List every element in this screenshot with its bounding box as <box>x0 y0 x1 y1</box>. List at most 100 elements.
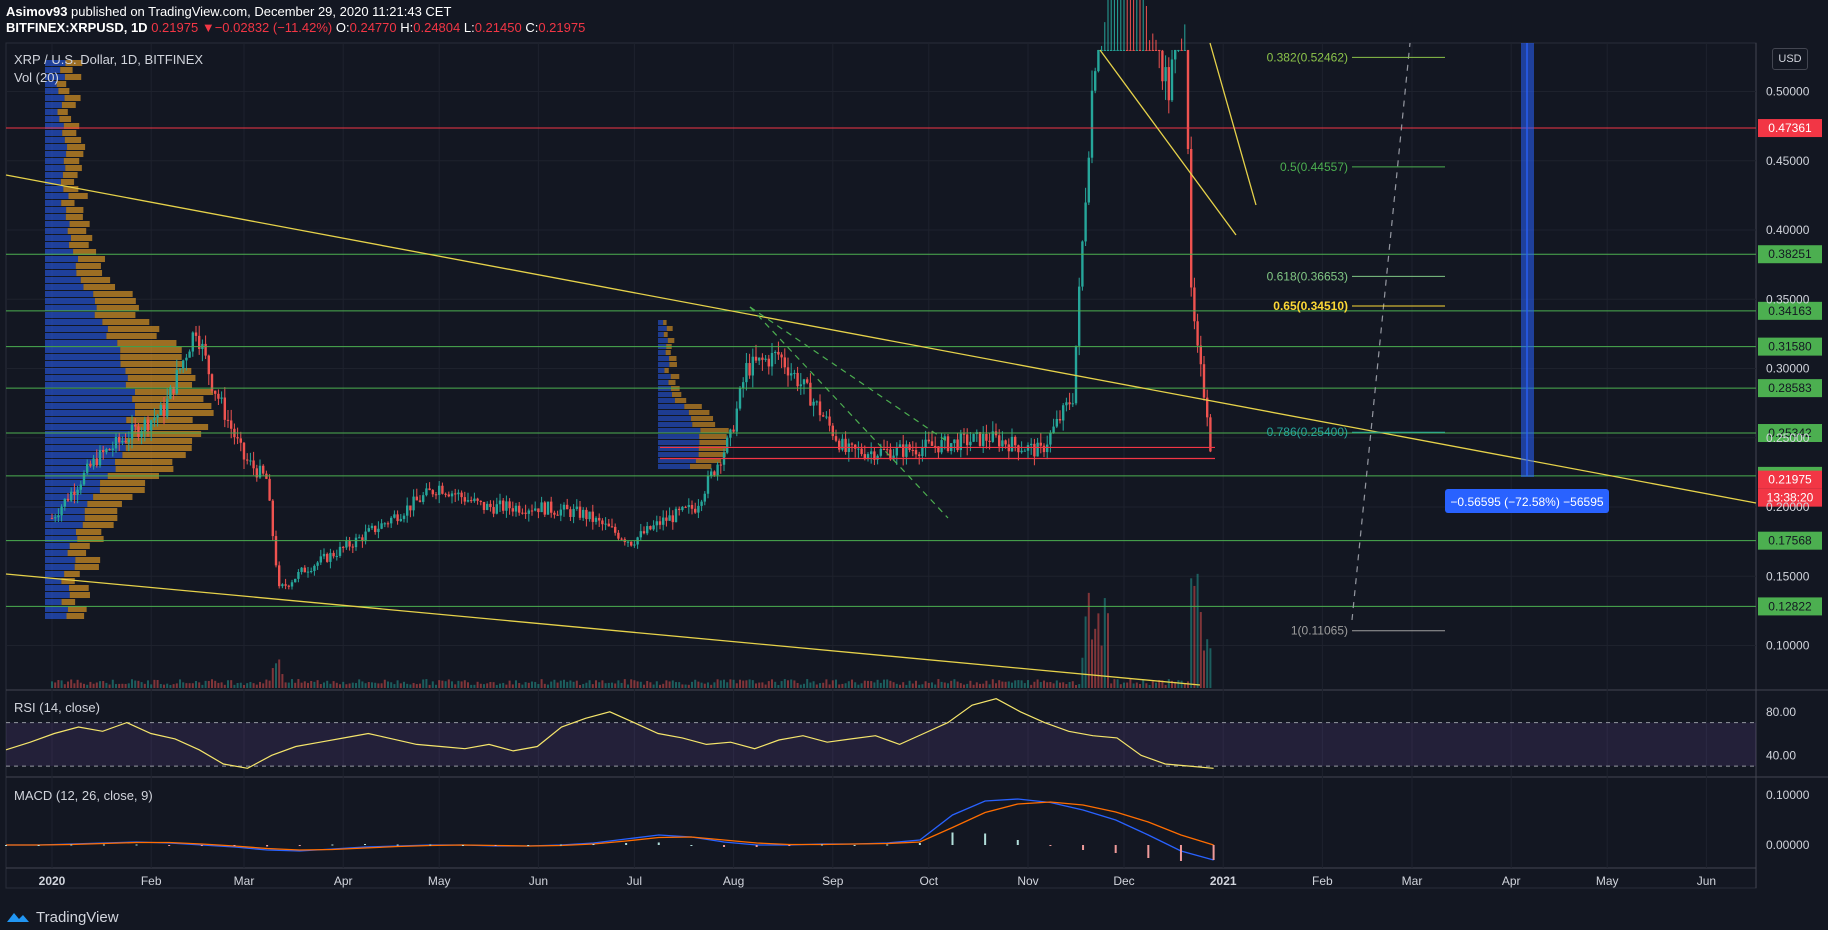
vp-bar-blue <box>45 452 123 458</box>
candle-body <box>271 500 274 537</box>
vp-bar-orange <box>57 109 68 115</box>
channel-upper[interactable] <box>749 306 949 443</box>
time-tick-label: Feb <box>141 874 162 888</box>
fib-trend-line[interactable] <box>1351 42 1411 621</box>
candle-body <box>156 415 159 418</box>
candle-body <box>937 446 940 453</box>
candle-body <box>537 508 540 513</box>
candle-body <box>543 502 546 515</box>
time-axis[interactable]: 2020 Feb Mar Apr May Jun Jul Aug Sep Oct Nov Dec 202… <box>39 874 1716 888</box>
volume-bar <box>441 680 444 688</box>
candle-body <box>502 500 505 511</box>
volume-bar <box>1081 657 1084 688</box>
volume-bar <box>387 681 389 688</box>
volume-bar <box>259 681 261 688</box>
tradingview-footer[interactable]: TradingView <box>6 909 119 926</box>
volume-bar <box>230 680 233 688</box>
volume-bar <box>598 682 601 688</box>
macd-hist-bar <box>918 843 921 845</box>
vp-bar-orange <box>82 522 114 528</box>
steep-trendline-1[interactable] <box>1099 49 1237 236</box>
volume-bar <box>198 682 201 688</box>
volume-bar <box>806 679 809 688</box>
volume-bar <box>1100 645 1103 688</box>
candle-body <box>735 408 738 432</box>
candle-body <box>134 424 137 427</box>
volume-bar <box>1020 680 1023 688</box>
volume-bar <box>1145 683 1148 688</box>
vp-bar-blue <box>658 398 675 403</box>
macd-hist-bar <box>1049 845 1052 846</box>
volume-bar <box>607 682 610 688</box>
candle-body <box>476 498 479 501</box>
macd-hist-bar <box>559 844 562 846</box>
volume-bar <box>102 681 105 688</box>
vp-bar-orange <box>115 459 173 465</box>
vp-bar-blue <box>45 424 135 430</box>
vp-bar-orange <box>73 249 97 255</box>
volume-bar <box>284 682 287 688</box>
vp-bar-orange <box>690 464 712 469</box>
volume-bar <box>1094 628 1097 688</box>
candle-body <box>591 511 594 522</box>
vp-bar-orange <box>93 291 133 297</box>
price-axis[interactable]: 0.50000 0.45000 0.40000 0.35000 0.30000 0.250… <box>1766 85 1810 653</box>
macd-hist-bar <box>820 844 823 846</box>
vp-bar-orange <box>698 452 726 457</box>
candle-body <box>111 448 114 451</box>
volume-bar <box>518 683 521 688</box>
trendlines[interactable] <box>5 42 1757 686</box>
volume-bar <box>908 680 911 688</box>
volume-bar <box>966 683 969 688</box>
vp-bar-orange <box>61 200 75 206</box>
fib-retracement[interactable]: 0.382(0.52462) 0.5(0.44557) 0.618(0.36653)… <box>1267 50 1445 638</box>
vp-bar-orange <box>699 440 728 445</box>
volume-bar <box>809 682 812 688</box>
volume-bar <box>1183 683 1186 688</box>
volume-bar <box>108 684 111 688</box>
volume-bar <box>521 684 524 688</box>
candle-body <box>489 503 492 508</box>
candle-body <box>95 458 98 466</box>
horizontal-levels[interactable]: 0.47361 0.38251 0.34163 0.31580 0.28583 0.253… <box>6 119 1822 616</box>
volume-bar <box>185 683 188 688</box>
volume-bar <box>300 682 303 688</box>
macd-hist-bar <box>527 845 530 846</box>
volume-bar <box>1033 681 1036 688</box>
candle-body <box>108 449 111 451</box>
candle-body <box>470 500 473 502</box>
vp-bar-blue <box>658 410 689 415</box>
volume-profile <box>45 60 729 619</box>
volume-bar <box>726 682 729 688</box>
volume-bar <box>921 684 924 688</box>
steep-trendline-2[interactable] <box>1209 42 1257 206</box>
candle-body <box>1100 49 1103 51</box>
publisher-line: Asimov93 published on TradingView.com, D… <box>6 4 451 19</box>
volume-bar <box>646 680 649 688</box>
vp-bar-blue <box>658 446 699 451</box>
volume-bar <box>121 683 124 688</box>
lower-trendline[interactable] <box>5 573 1201 686</box>
volume-bar <box>694 679 697 688</box>
volume-bar <box>380 683 383 688</box>
candle-body <box>953 439 956 444</box>
volume-bar <box>473 684 476 688</box>
volume-bar <box>169 684 172 688</box>
descending-trendline[interactable] <box>5 174 1757 504</box>
vp-bar-orange <box>127 375 196 381</box>
currency-button[interactable]: USD <box>1772 48 1808 70</box>
channel-lower[interactable] <box>749 306 949 519</box>
vp-bar-blue <box>45 200 62 206</box>
volume-bar <box>361 681 364 688</box>
candle-body <box>774 351 777 353</box>
vp-bar-blue <box>45 256 78 262</box>
publisher-name[interactable]: Asimov93 <box>6 4 68 19</box>
candle-body <box>1071 403 1074 405</box>
candle-body <box>162 404 166 417</box>
volume-bar <box>556 682 559 688</box>
candle-body <box>1161 50 1164 82</box>
vp-bar-blue <box>45 305 97 311</box>
candle-body <box>473 498 476 502</box>
volume-bar <box>313 681 316 688</box>
